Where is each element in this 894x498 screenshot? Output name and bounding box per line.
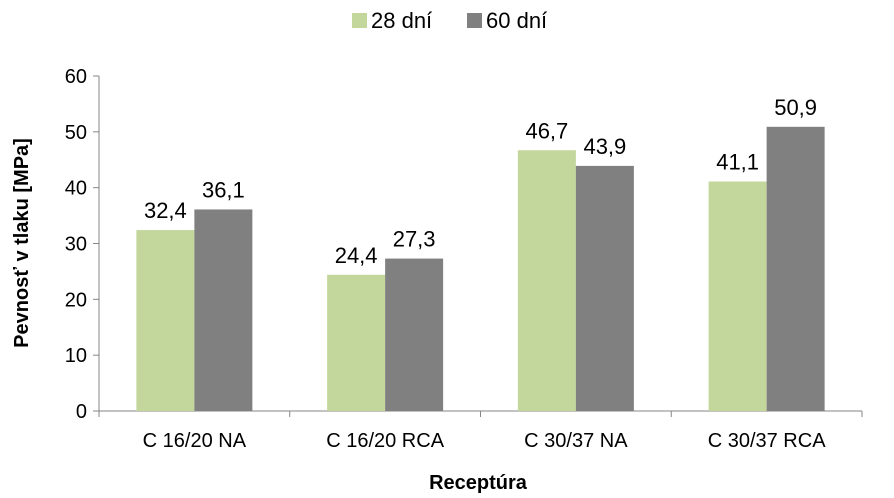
bar: [766, 126, 825, 411]
y-tick-label: 40: [65, 178, 87, 200]
data-label: 27,3: [393, 227, 436, 252]
y-axis-title: Pevnosť v tlaku [MPa]: [11, 138, 33, 348]
bar: [708, 181, 767, 411]
y-tick-label: 10: [65, 345, 87, 367]
legend: 28 dní 60 dní: [352, 8, 547, 33]
y-tick-label: 60: [65, 66, 87, 88]
y-axis: 0 10 20 30 40 50 60: [65, 66, 100, 423]
data-labels: 32,4 36,1 24,4 27,3 46,7 43,9 41,1 50,9: [144, 95, 817, 268]
data-label: 24,4: [335, 243, 378, 268]
legend-swatch: [352, 13, 367, 28]
x-axis-title: Receptúra: [429, 472, 528, 494]
x-axis: C 16/20 NA C 16/20 RCA C 30/37 NA C 30/37 R…: [98, 410, 863, 452]
bar: [327, 274, 386, 411]
y-tick-label: 30: [65, 234, 87, 256]
legend-label: 60 dní: [486, 8, 547, 33]
bar: [194, 209, 253, 411]
bar: [575, 165, 634, 411]
x-tick-label: C 30/37 NA: [524, 430, 628, 452]
bars: [136, 126, 825, 411]
data-label: 43,9: [583, 134, 626, 159]
data-label: 36,1: [202, 177, 245, 202]
x-tick-label: C 30/37 RCA: [708, 430, 826, 452]
data-label: 50,9: [774, 95, 817, 120]
legend-label: 28 dní: [371, 8, 432, 33]
bar: [517, 150, 576, 411]
bar: [136, 230, 195, 411]
data-label: 32,4: [144, 198, 187, 223]
y-tick-label: 20: [65, 289, 87, 311]
y-tick-label: 50: [65, 122, 87, 144]
data-label: 41,1: [716, 150, 759, 175]
x-tick-label: C 16/20 RCA: [326, 430, 444, 452]
legend-swatch: [467, 13, 482, 28]
y-tick-label: 0: [76, 401, 87, 423]
data-label: 46,7: [525, 118, 568, 143]
bar: [385, 258, 444, 411]
x-tick-label: C 16/20 NA: [143, 430, 247, 452]
